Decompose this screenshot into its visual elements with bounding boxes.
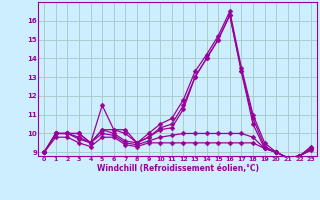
X-axis label: Windchill (Refroidissement éolien,°C): Windchill (Refroidissement éolien,°C) xyxy=(97,164,259,173)
